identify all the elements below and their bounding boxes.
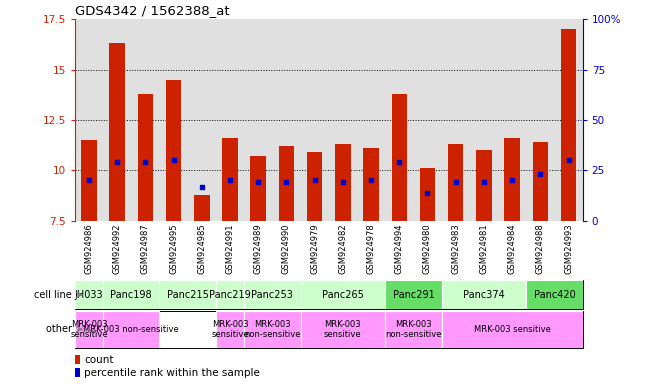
- Text: cell line: cell line: [34, 290, 75, 300]
- Bar: [385, 311, 441, 348]
- Bar: [413, 19, 441, 221]
- Text: Panc291: Panc291: [393, 290, 434, 300]
- Bar: [75, 355, 80, 364]
- Bar: [109, 43, 125, 221]
- Bar: [385, 19, 413, 221]
- Bar: [166, 79, 182, 221]
- Bar: [335, 144, 351, 221]
- Bar: [103, 19, 132, 221]
- Text: MRK-003
sensitive: MRK-003 sensitive: [324, 319, 362, 339]
- Bar: [137, 94, 153, 221]
- Bar: [75, 311, 103, 348]
- Text: MRK-003 sensitive: MRK-003 sensitive: [474, 325, 551, 334]
- Bar: [301, 280, 385, 309]
- Text: MRK-003
non-sensitive: MRK-003 non-sensitive: [244, 319, 301, 339]
- Bar: [329, 19, 357, 221]
- Bar: [441, 311, 583, 348]
- Text: MRK-003
non-sensitive: MRK-003 non-sensitive: [385, 319, 441, 339]
- Text: GDS4342 / 1562388_at: GDS4342 / 1562388_at: [75, 3, 230, 17]
- Bar: [441, 280, 526, 309]
- Bar: [132, 19, 159, 221]
- Text: Panc198: Panc198: [111, 290, 152, 300]
- Text: Panc265: Panc265: [322, 290, 364, 300]
- Bar: [555, 19, 583, 221]
- Text: MRK-003 non-sensitive: MRK-003 non-sensitive: [83, 325, 179, 334]
- Bar: [505, 138, 520, 221]
- Bar: [216, 280, 244, 309]
- Text: other: other: [46, 324, 75, 334]
- Bar: [526, 19, 555, 221]
- Bar: [251, 156, 266, 221]
- Text: JH033: JH033: [75, 290, 104, 300]
- Bar: [420, 168, 436, 221]
- Bar: [272, 19, 301, 221]
- Text: Panc374: Panc374: [463, 290, 505, 300]
- Bar: [498, 19, 526, 221]
- Text: Panc253: Panc253: [251, 290, 293, 300]
- Bar: [244, 311, 301, 348]
- Bar: [103, 311, 159, 348]
- Bar: [159, 19, 187, 221]
- Text: Panc219: Panc219: [209, 290, 251, 300]
- Bar: [476, 150, 492, 221]
- Text: percentile rank within the sample: percentile rank within the sample: [84, 367, 260, 378]
- Bar: [533, 142, 548, 221]
- Bar: [301, 19, 329, 221]
- Bar: [75, 19, 103, 221]
- Bar: [448, 144, 464, 221]
- Bar: [81, 140, 97, 221]
- Bar: [279, 146, 294, 221]
- Bar: [363, 148, 379, 221]
- Bar: [357, 19, 385, 221]
- Bar: [385, 280, 441, 309]
- Bar: [159, 280, 216, 309]
- Bar: [561, 29, 576, 221]
- Bar: [470, 19, 498, 221]
- Bar: [301, 311, 385, 348]
- Bar: [307, 152, 322, 221]
- Bar: [75, 368, 80, 377]
- Bar: [244, 19, 272, 221]
- Bar: [194, 195, 210, 221]
- Text: count: count: [84, 355, 113, 365]
- Bar: [187, 19, 216, 221]
- Text: MRK-003
sensitive: MRK-003 sensitive: [211, 319, 249, 339]
- Bar: [391, 94, 407, 221]
- Bar: [216, 19, 244, 221]
- Text: Panc215: Panc215: [167, 290, 208, 300]
- Text: Panc420: Panc420: [534, 290, 575, 300]
- Text: MRK-003
sensitive: MRK-003 sensitive: [70, 319, 108, 339]
- Bar: [216, 311, 244, 348]
- Bar: [222, 138, 238, 221]
- Bar: [103, 280, 159, 309]
- Bar: [75, 280, 103, 309]
- Bar: [441, 19, 470, 221]
- Bar: [244, 280, 301, 309]
- Bar: [526, 280, 583, 309]
